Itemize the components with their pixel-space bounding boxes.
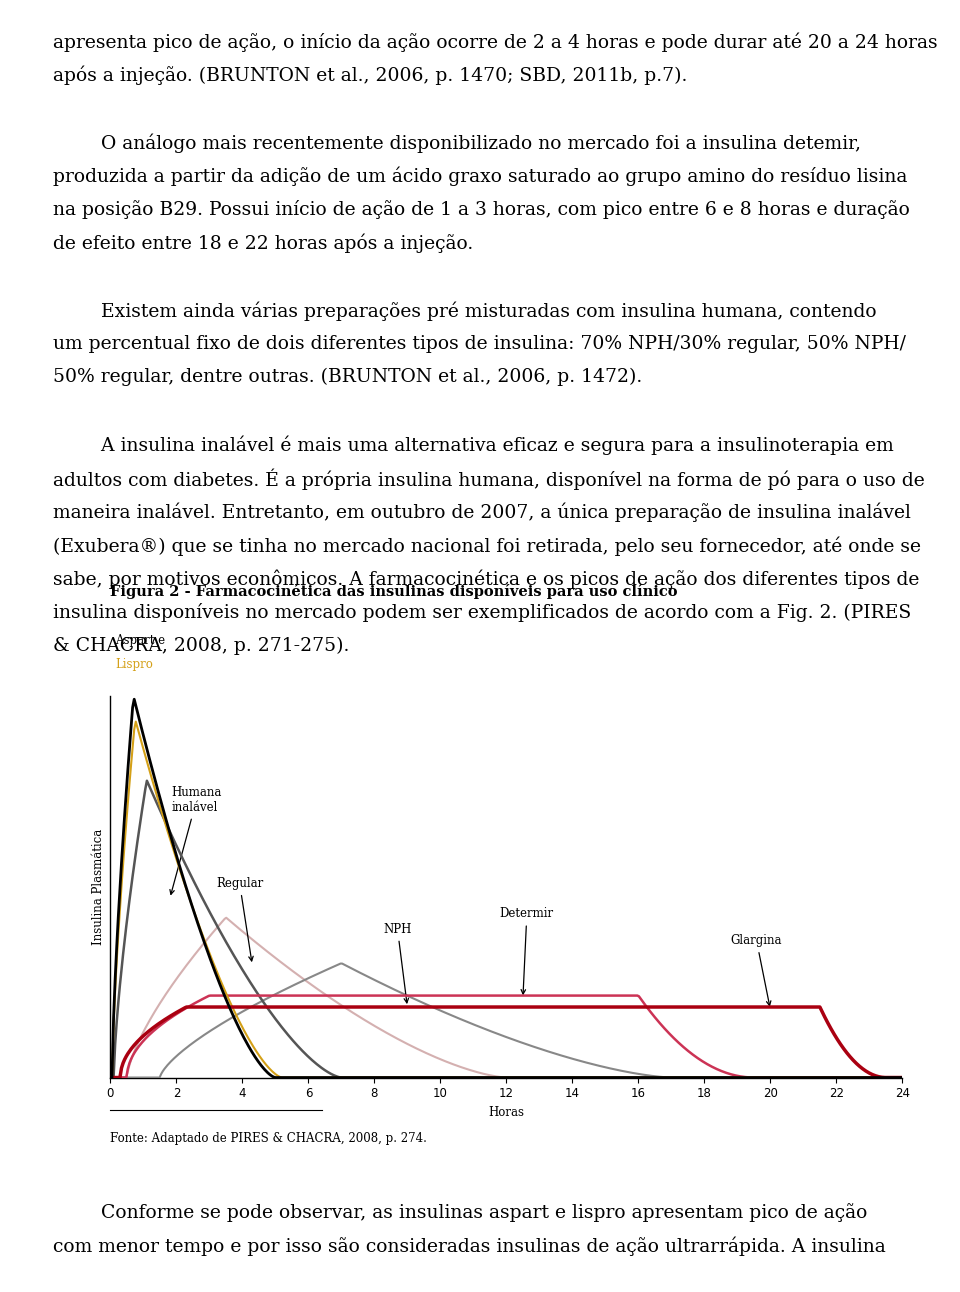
Text: com menor tempo e por isso são consideradas insulinas de ação ultrarrápida. A in: com menor tempo e por isso são considera… — [53, 1236, 885, 1256]
Text: um percentual fixo de dois diferentes tipos de insulina: 70% NPH/30% regular, 50: um percentual fixo de dois diferentes ti… — [53, 335, 906, 353]
Text: na posição B29. Possui início de ação de 1 a 3 horas, com pico entre 6 e 8 horas: na posição B29. Possui início de ação de… — [53, 200, 910, 220]
Text: & CHACRA, 2008, p. 271-275).: & CHACRA, 2008, p. 271-275). — [53, 637, 349, 655]
Text: após a injeção. (BRUNTON et al., 2006, p. 1470; SBD, 2011b, p.7).: após a injeção. (BRUNTON et al., 2006, p… — [53, 66, 687, 85]
Text: Conforme se pode observar, as insulinas aspart e lispro apresentam pico de ação: Conforme se pode observar, as insulinas … — [53, 1203, 867, 1222]
Text: maneira inalável. Entretanto, em outubro de 2007, a única preparação de insulina: maneira inalável. Entretanto, em outubro… — [53, 503, 911, 522]
Text: sabe, por motivos econômicos. A farmacocinética e os picos de ação dos diferente: sabe, por motivos econômicos. A farmacoc… — [53, 570, 919, 589]
Text: Regular: Regular — [216, 877, 263, 961]
Text: de efeito entre 18 e 22 horas após a injeção.: de efeito entre 18 e 22 horas após a inj… — [53, 234, 473, 253]
Text: Aspart e: Aspart e — [115, 634, 165, 647]
Text: insulina disponíveis no mercado podem ser exemplificados de acordo com a Fig. 2.: insulina disponíveis no mercado podem se… — [53, 603, 911, 623]
Text: Lispro: Lispro — [115, 658, 153, 671]
Y-axis label: Insulina Plasmática: Insulina Plasmática — [92, 829, 105, 944]
Text: Determir: Determir — [500, 907, 554, 994]
Text: Glargina: Glargina — [731, 934, 782, 1005]
Text: produzida a partir da adição de um ácido graxo saturado ao grupo amino do resídu: produzida a partir da adição de um ácido… — [53, 167, 907, 186]
Text: apresenta pico de ação, o início da ação ocorre de 2 a 4 horas e pode durar até : apresenta pico de ação, o início da ação… — [53, 32, 937, 52]
Text: Existem ainda várias preparações pré misturadas com insulina humana, contendo: Existem ainda várias preparações pré mis… — [53, 301, 876, 320]
Text: Fonte: Adaptado de PIRES & CHACRA, 2008, p. 274.: Fonte: Adaptado de PIRES & CHACRA, 2008,… — [110, 1132, 427, 1145]
Text: A insulina inalável é mais uma alternativa eficaz e segura para a insulinoterapi: A insulina inalável é mais uma alternati… — [53, 435, 894, 455]
Text: adultos com diabetes. É a própria insulina humana, disponível na forma de pó par: adultos com diabetes. É a própria insuli… — [53, 469, 924, 491]
Text: Humana
inalável: Humana inalável — [170, 786, 222, 894]
X-axis label: Horas: Horas — [489, 1106, 524, 1119]
Text: Figura 2 - Farmacocinética das insulinas disponíveis para uso clínico: Figura 2 - Farmacocinética das insulinas… — [110, 584, 678, 599]
Text: 50% regular, dentre outras. (BRUNTON et al., 2006, p. 1472).: 50% regular, dentre outras. (BRUNTON et … — [53, 368, 642, 386]
Text: (Exubera®) que se tinha no mercado nacional foi retirada, pelo seu fornecedor, a: (Exubera®) que se tinha no mercado nacio… — [53, 536, 921, 556]
Text: O análogo mais recentemente disponibilizado no mercado foi a insulina detemir,: O análogo mais recentemente disponibiliz… — [53, 133, 861, 152]
Text: NPH: NPH — [383, 922, 412, 1003]
